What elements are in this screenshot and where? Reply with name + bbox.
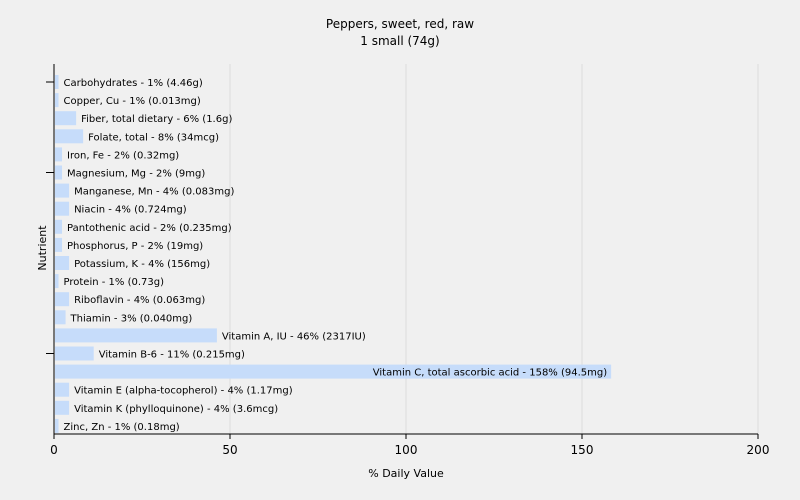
chart-title: Peppers, sweet, red, raw (326, 17, 474, 31)
bar-label: Folate, total - 8% (34mcg) (88, 132, 219, 143)
bar-label: Magnesium, Mg - 2% (9mg) (67, 169, 205, 180)
bar (55, 418, 59, 433)
x-tick-labels: 0 50 100 150 200 (50, 443, 769, 457)
bar (55, 75, 59, 89)
bar-label: Iron, Fe - 2% (0.32mg) (67, 150, 179, 161)
y-axis-label: Nutrient (36, 225, 49, 271)
bar-label: Carbohydrates - 1% (4.46g) (64, 78, 203, 89)
bar (55, 93, 59, 108)
bar (55, 183, 70, 198)
x-tick-label: 150 (571, 443, 594, 457)
x-tick-label: 100 (395, 443, 418, 457)
x-axis-label: % Daily Value (368, 467, 444, 480)
bar-label: Fiber, total dietary - 6% (1.6g) (81, 114, 232, 125)
bar (55, 147, 63, 162)
bar-label: Niacin - 4% (0.724mg) (74, 205, 187, 216)
bar-label: Thiamin - 3% (0.040mg) (70, 313, 193, 324)
bar (55, 219, 63, 234)
bar-label: Vitamin A, IU - 46% (2317IU) (222, 331, 366, 342)
bar (55, 310, 66, 325)
bar-label: Phosphorus, P - 2% (19mg) (67, 241, 203, 252)
bar (55, 274, 59, 289)
bar (55, 111, 77, 126)
bar (55, 129, 84, 144)
bar (55, 201, 70, 216)
axes (46, 64, 759, 439)
bar (55, 346, 94, 361)
bar (55, 382, 70, 397)
bar-label: Vitamin B-6 - 11% (0.215mg) (99, 350, 245, 361)
bar (55, 165, 63, 180)
bar (55, 328, 217, 343)
bar (55, 292, 70, 307)
bar (55, 237, 63, 252)
x-tick-label: 50 (222, 443, 237, 457)
bar (55, 256, 70, 270)
bar-label: Protein - 1% (0.73g) (64, 277, 165, 288)
x-tick-label: 200 (747, 443, 770, 457)
bar-label: Manganese, Mn - 4% (0.083mg) (74, 187, 234, 198)
chart-subtitle: 1 small (74g) (360, 34, 439, 48)
bar-label: Riboflavin - 4% (0.063mg) (74, 295, 205, 306)
bar-label: Zinc, Zn - 1% (0.18mg) (64, 422, 180, 433)
bar-label: Vitamin E (alpha-tocopherol) - 4% (1.17m… (74, 386, 293, 397)
bars-group: Carbohydrates - 1% (4.46g) Copper, Cu - 1… (55, 75, 612, 433)
bar-label: Vitamin K (phylloquinone) - 4% (3.6mcg) (74, 404, 278, 415)
x-tick-label: 0 (50, 443, 58, 457)
bar (55, 364, 612, 379)
bar (55, 400, 70, 415)
bar-label: Vitamin C, total ascorbic acid - 158% (9… (373, 368, 607, 379)
bar-label: Potassium, K - 4% (156mg) (74, 259, 210, 270)
bar-label: Copper, Cu - 1% (0.013mg) (64, 96, 201, 107)
bar-label: Pantothenic acid - 2% (0.235mg) (67, 223, 232, 234)
